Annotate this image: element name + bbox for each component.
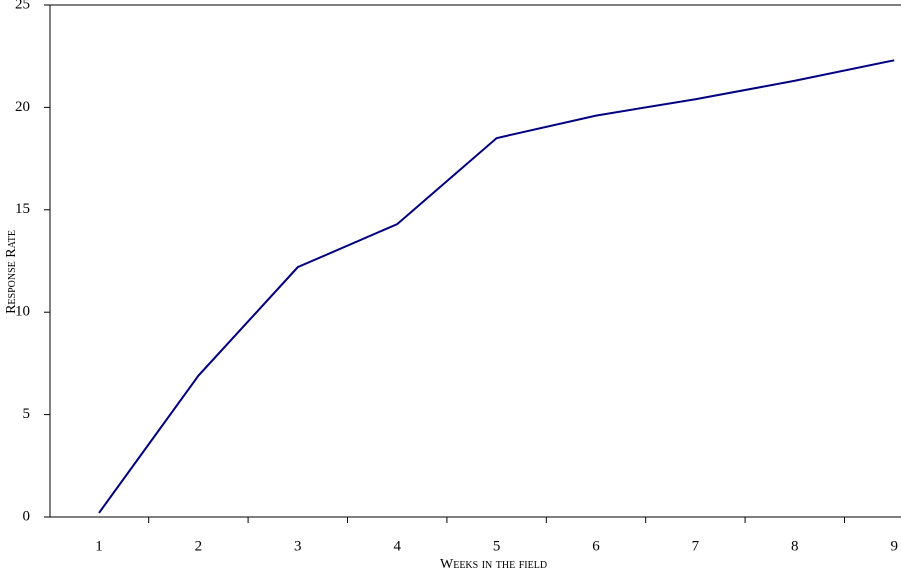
y-tick-label: 15 bbox=[15, 201, 30, 217]
x-tick-label: 2 bbox=[195, 538, 203, 554]
x-tick-label: 4 bbox=[393, 538, 401, 554]
x-tick-label: 9 bbox=[890, 538, 898, 554]
y-tick-label: 20 bbox=[15, 99, 30, 115]
x-tick-label: 8 bbox=[791, 538, 799, 554]
y-axis-label: Response Rate bbox=[4, 230, 19, 314]
x-axis-label: Weeks in the field bbox=[440, 557, 547, 571]
x-tick-label: 3 bbox=[294, 538, 302, 554]
x-tick-label: 6 bbox=[592, 538, 600, 554]
y-tick-label: 0 bbox=[23, 508, 31, 524]
x-tick-label: 5 bbox=[493, 538, 501, 554]
y-tick-label: 25 bbox=[15, 0, 30, 12]
y-tick-label: 10 bbox=[15, 304, 30, 320]
y-tick-label: 5 bbox=[23, 406, 31, 422]
x-tick-label: 7 bbox=[692, 538, 700, 554]
data-line bbox=[98, 59, 895, 514]
x-tick-label: 1 bbox=[95, 538, 103, 554]
